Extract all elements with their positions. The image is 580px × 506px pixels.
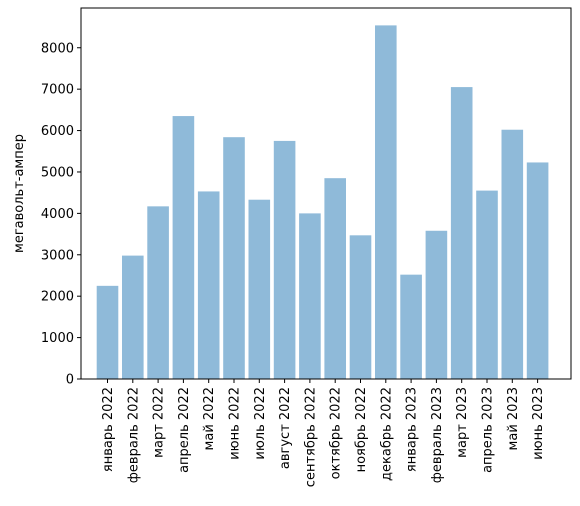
x-tick-label: октябрь 2022 (329, 387, 344, 479)
bar (147, 206, 169, 379)
y-axis-label: мегавольт-ампер (12, 134, 27, 253)
bar (223, 137, 245, 379)
bar (400, 274, 422, 379)
y-tick-label: 0 (66, 373, 74, 388)
x-tick-label: январь 2023 (405, 387, 420, 472)
bar (122, 255, 144, 379)
bar (324, 178, 346, 379)
plot-frame (80, 7, 572, 380)
y-tick-label: 8000 (41, 41, 74, 56)
bar (349, 235, 372, 379)
x-tick-label: март 2023 (455, 387, 470, 458)
x-tick-label: июнь 2023 (531, 387, 546, 460)
x-tick-label: август 2022 (278, 387, 293, 469)
bar (501, 129, 524, 379)
x-tick-label: июнь 2022 (228, 387, 243, 460)
bar (375, 25, 397, 379)
bar (273, 140, 296, 379)
bar (299, 213, 321, 380)
bar (172, 116, 195, 379)
y-tick-label: 3000 (41, 248, 74, 263)
y-tick-label: 5000 (41, 165, 74, 180)
x-axis-ticks: январь 2022 февраль 2022 март 2022 апрель 2… (101, 379, 546, 487)
bar (96, 285, 119, 379)
x-tick-label: май 2022 (202, 387, 217, 450)
bar (425, 230, 448, 379)
y-tick-label: 2000 (41, 290, 74, 305)
x-tick-label: февраль 2023 (430, 387, 445, 483)
x-tick-label: май 2023 (506, 387, 521, 450)
y-tick-label: 1000 (41, 331, 74, 346)
x-tick-label: январь 2022 (101, 387, 116, 472)
x-tick-label: ноябрь 2022 (354, 387, 369, 472)
x-tick-label: декабрь 2022 (379, 387, 394, 481)
y-tick-label: 6000 (41, 124, 74, 139)
bar (526, 162, 549, 379)
x-tick-label: апрель 2022 (177, 387, 192, 473)
bars-group (96, 25, 549, 380)
x-tick-label: сентябрь 2022 (303, 387, 318, 487)
y-tick-label: 7000 (41, 83, 74, 98)
x-tick-label: март 2022 (152, 387, 167, 458)
bar (476, 190, 498, 379)
bar (450, 87, 473, 379)
y-tick-label: 4000 (41, 207, 74, 222)
y-axis-ticks: 0 1000 2000 3000 4000 5000 6000 7000 8000 (41, 41, 81, 388)
x-tick-label: апрель 2023 (481, 387, 496, 473)
x-tick-label: февраль 2022 (126, 387, 141, 483)
x-tick-label: июль 2022 (253, 387, 268, 460)
bar (197, 191, 220, 379)
bar (248, 199, 271, 379)
